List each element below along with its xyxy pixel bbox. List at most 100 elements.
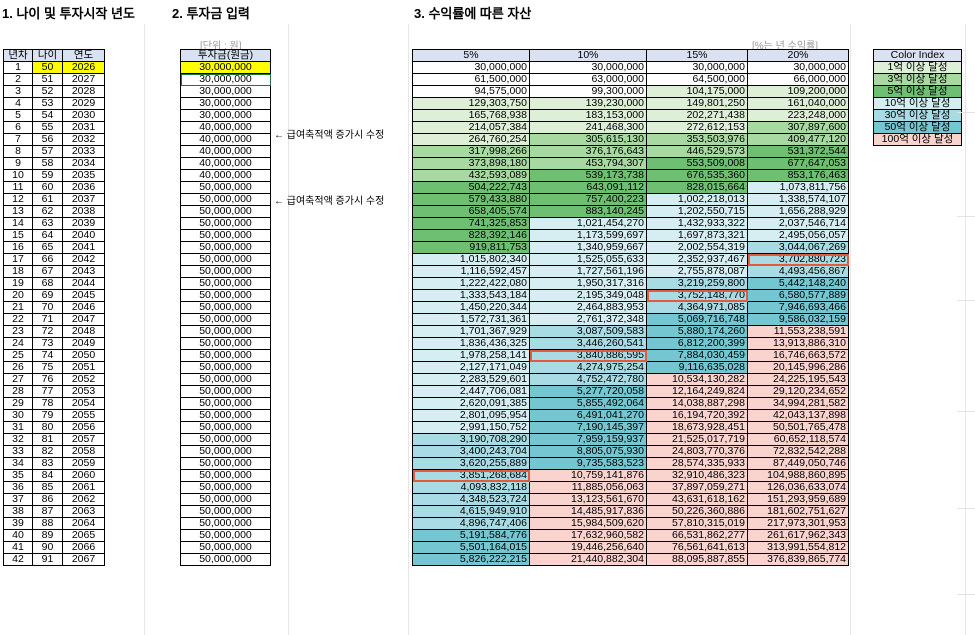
cell-asset-value[interactable]: 531,372,544 xyxy=(747,145,849,158)
cell-age[interactable]: 78 xyxy=(32,397,63,410)
cell-principal[interactable]: 50,000,000 xyxy=(180,337,271,350)
cell-asset-value[interactable]: 1,015,802,340 xyxy=(412,253,530,266)
cell-year-index[interactable]: 29 xyxy=(3,397,33,410)
cell-principal[interactable]: 30,000,000 xyxy=(180,85,271,98)
cell-asset-value[interactable]: 60,652,118,574 xyxy=(747,433,849,446)
cell-principal[interactable]: 50,000,000 xyxy=(180,385,271,398)
cell-asset-value[interactable]: 9,586,032,159 xyxy=(747,313,849,326)
cell-asset-value[interactable]: 757,400,223 xyxy=(529,193,647,206)
cell-asset-value[interactable]: 28,574,335,933 xyxy=(646,457,748,470)
cell-year-index[interactable]: 14 xyxy=(3,217,33,230)
cell-age[interactable]: 65 xyxy=(32,241,63,254)
cell-asset-value[interactable]: 10,759,141,876 xyxy=(529,469,647,482)
cell-age[interactable]: 66 xyxy=(32,253,63,266)
cell-age[interactable]: 50 xyxy=(32,61,63,74)
cell-asset-value[interactable]: 149,801,250 xyxy=(646,97,748,110)
cell-age[interactable]: 63 xyxy=(32,217,63,230)
cell-year-index[interactable]: 3 xyxy=(3,85,33,98)
cell-asset-value[interactable]: 317,998,266 xyxy=(412,145,530,158)
cell-asset-value[interactable]: 4,274,975,254 xyxy=(529,361,647,374)
cell-asset-value[interactable]: 5,880,174,260 xyxy=(646,325,748,338)
cell-asset-value[interactable]: 1,116,592,457 xyxy=(412,265,530,278)
cell-year-index[interactable]: 21 xyxy=(3,301,33,314)
cell-asset-value[interactable]: 1,697,873,321 xyxy=(646,229,748,242)
cell-asset-value[interactable]: 99,300,000 xyxy=(529,85,647,98)
cell-asset-value[interactable]: 2,127,171,049 xyxy=(412,361,530,374)
cell-asset-value[interactable]: 1,701,367,929 xyxy=(412,325,530,338)
cell-asset-value[interactable]: 42,043,137,898 xyxy=(747,409,849,422)
cell-asset-value[interactable]: 18,673,928,451 xyxy=(646,421,748,434)
cell-year[interactable]: 2048 xyxy=(62,325,105,338)
cell-age[interactable]: 59 xyxy=(32,169,63,182)
cell-year[interactable]: 2037 xyxy=(62,193,105,206)
cell-age[interactable]: 60 xyxy=(32,181,63,194)
cell-asset-value[interactable]: 579,433,880 xyxy=(412,193,530,206)
cell-asset-value[interactable]: 2,447,706,081 xyxy=(412,385,530,398)
cell-asset-value[interactable]: 64,500,000 xyxy=(646,73,748,86)
cell-asset-value[interactable]: 5,442,148,240 xyxy=(747,277,849,290)
cell-asset-value[interactable]: 30,000,000 xyxy=(747,61,849,74)
cell-principal[interactable]: 50,000,000 xyxy=(180,529,271,542)
cell-asset-value[interactable]: 72,832,542,288 xyxy=(747,445,849,458)
cell-principal[interactable]: 50,000,000 xyxy=(180,277,271,290)
cell-year[interactable]: 2056 xyxy=(62,421,105,434)
cell-asset-value[interactable]: 104,988,860,895 xyxy=(747,469,849,482)
cell-year-index[interactable]: 32 xyxy=(3,433,33,446)
cell-asset-value[interactable]: 853,176,463 xyxy=(747,169,849,182)
cell-principal[interactable]: 50,000,000 xyxy=(180,445,271,458)
cell-asset-value[interactable]: 94,575,000 xyxy=(412,85,530,98)
cell-principal[interactable]: 50,000,000 xyxy=(180,373,271,386)
cell-asset-value[interactable]: 30,000,000 xyxy=(529,61,647,74)
cell-asset-value[interactable]: 1,340,959,667 xyxy=(529,241,647,254)
cell-asset-value[interactable]: 14,038,887,298 xyxy=(646,397,748,410)
cell-asset-value[interactable]: 24,803,770,376 xyxy=(646,445,748,458)
cell-asset-value[interactable]: 553,509,008 xyxy=(646,157,748,170)
cell-asset-value[interactable]: 2,195,349,048 xyxy=(529,289,647,302)
cell-principal[interactable]: 50,000,000 xyxy=(180,253,271,266)
cell-asset-value[interactable]: 828,015,664 xyxy=(646,181,748,194)
cell-age[interactable]: 62 xyxy=(32,205,63,218)
cell-year-index[interactable]: 10 xyxy=(3,169,33,182)
cell-age[interactable]: 69 xyxy=(32,289,63,302)
cell-asset-value[interactable]: 2,761,372,348 xyxy=(529,313,647,326)
cell-year[interactable]: 2031 xyxy=(62,121,105,134)
cell-principal[interactable]: 50,000,000 xyxy=(180,205,271,218)
cell-asset-value[interactable]: 3,400,243,704 xyxy=(412,445,530,458)
cell-year-index[interactable]: 7 xyxy=(3,133,33,146)
cell-asset-value[interactable]: 7,190,145,397 xyxy=(529,421,647,434)
cell-year[interactable]: 2066 xyxy=(62,541,105,554)
cell-year[interactable]: 2043 xyxy=(62,265,105,278)
cell-asset-value[interactable]: 1,333,543,184 xyxy=(412,289,530,302)
cell-year[interactable]: 2061 xyxy=(62,481,105,494)
cell-asset-value[interactable]: 828,392,146 xyxy=(412,229,530,242)
cell-asset-value[interactable]: 6,491,041,270 xyxy=(529,409,647,422)
cell-age[interactable]: 80 xyxy=(32,421,63,434)
cell-asset-value[interactable]: 6,580,577,889 xyxy=(747,289,849,302)
cell-asset-value[interactable]: 7,946,693,466 xyxy=(747,301,849,314)
cell-year-index[interactable]: 9 xyxy=(3,157,33,170)
cell-asset-value[interactable]: 1,222,422,080 xyxy=(412,277,530,290)
cell-asset-value[interactable]: 658,405,574 xyxy=(412,205,530,218)
cell-year[interactable]: 2033 xyxy=(62,145,105,158)
cell-year[interactable]: 2040 xyxy=(62,229,105,242)
cell-asset-value[interactable]: 4,364,971,085 xyxy=(646,301,748,314)
cell-asset-value[interactable]: 183,153,000 xyxy=(529,109,647,122)
cell-asset-value[interactable]: 4,896,747,406 xyxy=(412,517,530,530)
cell-principal[interactable]: 40,000,000 xyxy=(180,169,271,182)
cell-year-index[interactable]: 38 xyxy=(3,505,33,518)
cell-principal[interactable]: 50,000,000 xyxy=(180,241,271,254)
cell-age[interactable]: 67 xyxy=(32,265,63,278)
cell-year[interactable]: 2046 xyxy=(62,301,105,314)
cell-asset-value[interactable]: 2,352,937,467 xyxy=(646,253,748,266)
cell-asset-value[interactable]: 1,173,599,697 xyxy=(529,229,647,242)
cell-asset-value[interactable]: 919,811,753 xyxy=(412,241,530,254)
cell-asset-value[interactable]: 202,271,438 xyxy=(646,109,748,122)
cell-asset-value[interactable]: 2,801,095,954 xyxy=(412,409,530,422)
cell-asset-value[interactable]: 4,093,832,118 xyxy=(412,481,530,494)
cell-year[interactable]: 2038 xyxy=(62,205,105,218)
cell-asset-value[interactable]: 5,069,716,748 xyxy=(646,313,748,326)
cell-asset-value[interactable]: 1,727,561,196 xyxy=(529,265,647,278)
cell-asset-value[interactable]: 453,794,307 xyxy=(529,157,647,170)
cell-age[interactable]: 82 xyxy=(32,445,63,458)
cell-asset-value[interactable]: 30,000,000 xyxy=(412,61,530,74)
